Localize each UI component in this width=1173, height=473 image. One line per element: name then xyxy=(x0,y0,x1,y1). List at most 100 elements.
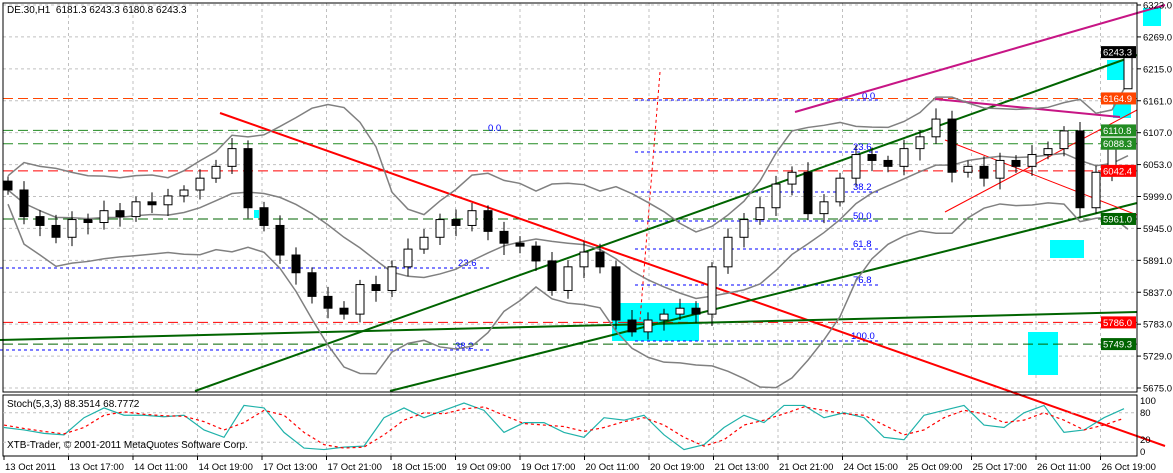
bull-candle xyxy=(67,219,77,238)
y-tick-label: 5837.0 xyxy=(1143,288,1172,299)
bull-candle xyxy=(659,313,669,321)
bull-candle xyxy=(1027,154,1037,167)
bear-candle xyxy=(35,216,45,226)
x-tick-label: 21 Oct 21:00 xyxy=(779,462,833,473)
bear-candle xyxy=(115,210,125,218)
zone xyxy=(1028,332,1058,375)
stoch-tick-label: 0 xyxy=(1140,447,1145,458)
bull-candle xyxy=(131,201,141,218)
x-tick-label: 26 Oct 19:00 xyxy=(1102,462,1156,473)
bull-candle xyxy=(787,171,797,185)
x-tick-label: 14 Oct 19:00 xyxy=(199,462,253,473)
bear-candle xyxy=(451,219,461,226)
bull-candle xyxy=(739,219,749,238)
price-level-label: 6243.3 xyxy=(1103,48,1132,59)
price-level-label: 5786.0 xyxy=(1103,318,1132,329)
y-tick-label: 5675.0 xyxy=(1143,384,1172,395)
green-uptrend-upper xyxy=(194,54,1138,392)
stoch-tick-label: 100 xyxy=(1140,396,1156,407)
bull-candle xyxy=(675,307,685,315)
red-wedge-2 xyxy=(944,139,1138,216)
zone xyxy=(1050,240,1084,258)
time-axis[interactable]: 13 Oct 2011 13 Oct 17:00 14 Oct 11:00 14 Oc… xyxy=(3,456,1156,473)
main-panel-frame xyxy=(2,2,1138,393)
bull-candle xyxy=(963,165,973,173)
x-tick-label: 25 Oct 17:00 xyxy=(973,462,1027,473)
bollinger-bands xyxy=(7,81,1129,389)
x-tick-label: 13 Oct 2011 xyxy=(5,462,56,473)
price-level-badge xyxy=(1101,316,1136,329)
x-tick-label: 24 Oct 15:00 xyxy=(844,462,898,473)
bull-candle xyxy=(819,201,829,215)
bull-candle xyxy=(931,118,941,138)
bear-candle xyxy=(531,245,541,262)
y-tick-label: 6161.0 xyxy=(1143,96,1172,107)
chart-title: DE.30,H1 6181.3 6243.3 6180.8 6243.3 xyxy=(7,5,187,16)
y-tick-label: 5783.0 xyxy=(1143,320,1172,331)
zone xyxy=(254,210,259,218)
indicator-label: Stoch(5,3,3) 88.3514 68.7772 xyxy=(7,399,140,410)
stoch-panel-frame xyxy=(2,394,1138,457)
bear-candle xyxy=(547,260,557,291)
bull-candle xyxy=(419,236,429,250)
zone xyxy=(1143,8,1161,26)
bear-candle xyxy=(867,154,877,161)
stoch-tick-label: 20 xyxy=(1140,435,1151,446)
x-tick-label: 26 Oct 11:00 xyxy=(1037,462,1091,473)
bear-candle xyxy=(259,207,269,226)
price-levels xyxy=(3,97,1137,345)
bear-candle xyxy=(483,210,493,232)
price-level-label: 5749.3 xyxy=(1103,340,1132,351)
bear-candle xyxy=(803,171,813,215)
bear-candle xyxy=(611,266,621,321)
bull-candle xyxy=(579,251,589,268)
y-tick-label: 6323.0 xyxy=(1143,1,1172,12)
trend-lines xyxy=(0,4,1166,447)
bull-candle xyxy=(163,195,173,206)
bull-candle xyxy=(227,148,237,167)
x-tick-label: 19 Oct 09:00 xyxy=(457,462,511,473)
price-level-badge xyxy=(1101,212,1136,225)
y-tick-label: 5891.0 xyxy=(1143,256,1172,267)
bull-candle xyxy=(467,210,477,226)
y-tick-label: 6053.0 xyxy=(1143,160,1172,171)
bear-candle xyxy=(595,251,605,268)
bull-candle xyxy=(915,136,925,150)
bull-candle xyxy=(211,165,221,179)
y-tick-label: 5999.0 xyxy=(1143,192,1172,203)
price-axis[interactable]: 6323.0 6269.0 6215.0 6161.0 6107.0 6053.0 5999… xyxy=(1137,1,1172,459)
x-tick-label: 17 Oct 13:00 xyxy=(263,462,317,473)
fib-label: 38.2 xyxy=(455,341,474,352)
bear-candle xyxy=(499,230,509,244)
price-level-label: 6088.3 xyxy=(1103,139,1132,150)
bull-candle xyxy=(179,189,189,197)
x-tick-label: 25 Oct 09:00 xyxy=(908,462,962,473)
x-tick-label: 18 Oct 15:00 xyxy=(392,462,446,473)
ohlc-readout: 6181.3 6243.3 6180.8 6243.3 xyxy=(55,5,187,16)
bear-candle xyxy=(627,319,637,333)
bollinger-upper xyxy=(7,81,1129,233)
stoch-main-line xyxy=(3,402,1125,451)
fib-label: 50.0 xyxy=(853,211,872,222)
y-tick-label: 6107.0 xyxy=(1143,128,1172,139)
x-tick-label: 13 Oct 17:00 xyxy=(70,462,124,473)
price-level-badge xyxy=(1101,124,1136,137)
fib-label: 0.0 xyxy=(488,123,501,134)
bull-candle xyxy=(435,219,445,238)
stochastic-lines xyxy=(3,402,1137,451)
bull-candle xyxy=(355,284,365,315)
bull-candle xyxy=(707,266,717,315)
x-tick-label: 14 Oct 11:00 xyxy=(134,462,188,473)
grid xyxy=(3,3,1137,456)
bull-candle xyxy=(755,207,765,221)
fib-label: 38.2 xyxy=(853,182,872,193)
bear-candle xyxy=(1011,159,1021,167)
bear-candle xyxy=(3,180,13,191)
bull-candle xyxy=(1043,148,1053,156)
bull-candle xyxy=(403,248,413,268)
fib-label: 76.8 xyxy=(853,275,872,286)
bear-candle xyxy=(291,254,301,274)
green-flat-trend xyxy=(0,311,1138,341)
